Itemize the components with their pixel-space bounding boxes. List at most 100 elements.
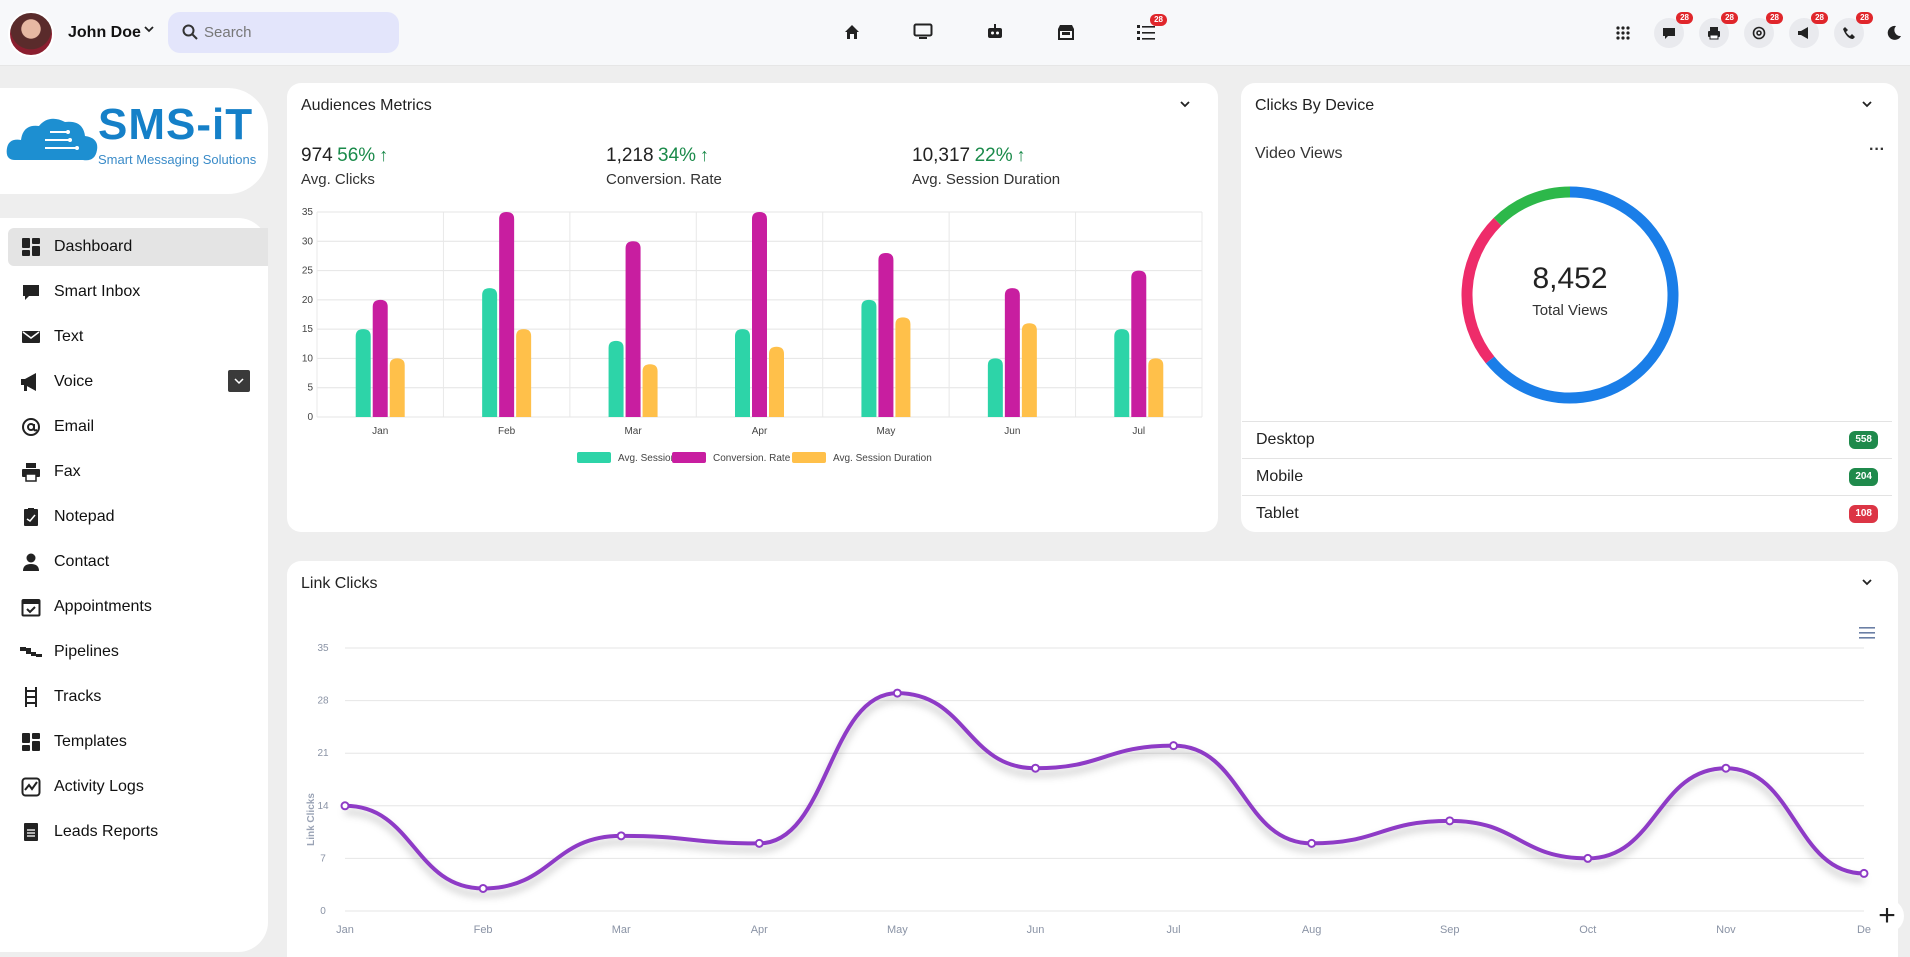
search-input[interactable]	[204, 12, 394, 53]
more-options-icon[interactable]: ···	[1869, 141, 1885, 158]
sidebar-item-appointments[interactable]: Appointments	[8, 588, 268, 626]
at-icon[interactable]: 28	[1744, 12, 1783, 48]
sidebar-item-text[interactable]: Text	[8, 318, 268, 356]
device-count-badge: 204	[1849, 468, 1878, 486]
user-name[interactable]: John Doe	[68, 24, 141, 41]
card-title: Audiences Metrics	[301, 97, 432, 114]
chevron-down-icon[interactable]	[1861, 575, 1873, 591]
y-tick-label: 35	[317, 643, 329, 654]
chevron-down-icon[interactable]	[1179, 97, 1191, 113]
sidebar-item-pipelines[interactable]: Pipelines	[8, 633, 268, 671]
monitor-icon[interactable]	[911, 20, 935, 44]
moon-icon[interactable]	[1879, 18, 1909, 48]
logo-text: SMS-iT	[98, 100, 254, 149]
sidebar-item-smart-inbox[interactable]: Smart Inbox	[8, 273, 268, 311]
clicks-by-device-card: Clicks By Device Video Views ···	[1241, 83, 1898, 532]
device-label: Mobile	[1256, 468, 1304, 485]
bar	[895, 317, 911, 417]
sidebar-item-label: Appointments	[54, 598, 152, 615]
sidebar-item-contact[interactable]: Contact	[8, 543, 268, 581]
bar	[1021, 323, 1037, 417]
legend-swatch	[672, 452, 706, 463]
sidebar-item-leads-reports[interactable]: Leads Reports	[8, 813, 268, 851]
menu-icon[interactable]	[1859, 626, 1875, 644]
printer-icon[interactable]: 28	[1699, 12, 1738, 48]
sidebar-item-fax[interactable]: Fax	[8, 453, 268, 491]
home-icon[interactable]	[840, 20, 864, 44]
arrow-up-icon: ↑	[700, 145, 710, 165]
bar	[735, 329, 750, 417]
chat-bubble-icon	[20, 281, 42, 303]
at-icon	[20, 416, 42, 438]
bar	[1148, 358, 1164, 417]
bar	[1114, 329, 1130, 417]
chat-icon[interactable]: 28	[1654, 12, 1693, 48]
sidebar-item-activity-logs[interactable]: Activity Logs	[8, 768, 268, 806]
x-tick-label: Jan	[372, 426, 388, 437]
phone-icon[interactable]: 28	[1834, 12, 1873, 48]
sidebar-item-dashboard[interactable]: Dashboard	[8, 228, 268, 266]
y-tick-label: 14	[317, 801, 329, 812]
device-count-badge: 108	[1849, 505, 1878, 523]
list-icon[interactable]: 28	[1134, 14, 1167, 44]
bar	[1004, 288, 1020, 417]
x-tick-label: Feb	[474, 924, 493, 936]
calendar-icon	[20, 596, 42, 618]
bar	[861, 299, 877, 417]
sidebar-item-tracks[interactable]: Tracks	[8, 678, 268, 716]
apps-grid-icon[interactable]	[1608, 18, 1638, 48]
metric-conversion-rate: 1,218 34% ↑ Conversion. Rate	[606, 145, 722, 188]
x-tick-label: Apr	[751, 924, 768, 936]
card-title: Link Clicks	[301, 575, 378, 592]
x-tick-label: De	[1857, 924, 1871, 936]
link-clicks-line-chart: 0 7 14 21 28 35 Link Clicks Jan Feb Mar Apr May Jun J…	[306, 643, 1871, 936]
avatar[interactable]	[8, 11, 54, 57]
notification-badge: 28	[1766, 12, 1783, 24]
device-row-tablet: Tablet 108	[1242, 495, 1892, 532]
sidebar-item-notepad[interactable]: Notepad	[8, 498, 268, 536]
data-point	[1030, 763, 1040, 773]
x-tick-label: Mar	[612, 924, 631, 936]
megaphone-icon[interactable]: 28	[1789, 12, 1828, 48]
bar	[355, 329, 371, 417]
data-point	[1721, 763, 1731, 773]
notification-badge: 28	[1721, 12, 1738, 24]
donut-slice-mobile	[1461, 217, 1502, 364]
bar	[642, 364, 658, 417]
chart-subtitle: Video Views	[1255, 145, 1343, 162]
bar	[389, 358, 405, 417]
sidebar-item-templates[interactable]: Templates	[8, 723, 268, 761]
robot-icon[interactable]	[983, 20, 1007, 44]
add-fab-button[interactable]: +	[1870, 899, 1904, 933]
y-tick-label: 15	[302, 324, 314, 335]
audiences-bar-chart: 0 5 10 15 20 25 30 35 Jan Feb Mar Apr May Jun Jul Avg. …	[302, 207, 1203, 464]
metric-change: 34%	[658, 145, 697, 166]
sidebar-item-label: Text	[54, 328, 84, 345]
store-icon[interactable]	[1054, 20, 1078, 44]
donut-slice-tablet	[1493, 186, 1571, 226]
megaphone-icon	[20, 371, 42, 393]
metric-value: 1,218	[606, 145, 654, 166]
sidebar-item-label: Smart Inbox	[54, 283, 141, 300]
voice-expand-button[interactable]	[228, 370, 250, 392]
sidebar-item-label: Templates	[54, 733, 127, 750]
sidebar-item-label: Leads Reports	[54, 823, 159, 840]
bar	[499, 212, 515, 417]
metric-session-duration: 10,317 22% ↑ Avg. Session Duration	[912, 145, 1060, 188]
data-point	[1169, 741, 1179, 751]
y-tick-label: 7	[320, 853, 326, 864]
reports-icon	[20, 821, 42, 843]
x-tick-label: Apr	[752, 426, 768, 437]
metric-change: 22%	[974, 145, 1013, 166]
sidebar-item-label: Tracks	[54, 688, 102, 705]
sidebar-item-voice[interactable]: Voice	[8, 363, 268, 401]
notification-badge: 28	[1676, 12, 1693, 24]
ladder-icon	[20, 686, 42, 708]
data-point	[340, 801, 350, 811]
chevron-down-icon[interactable]	[1861, 97, 1873, 113]
chevron-down-icon[interactable]	[143, 22, 155, 38]
bar	[752, 212, 767, 417]
sidebar-item-email[interactable]: Email	[8, 408, 268, 446]
series-line	[344, 691, 1865, 891]
x-tick-label: Jun	[1004, 426, 1020, 437]
